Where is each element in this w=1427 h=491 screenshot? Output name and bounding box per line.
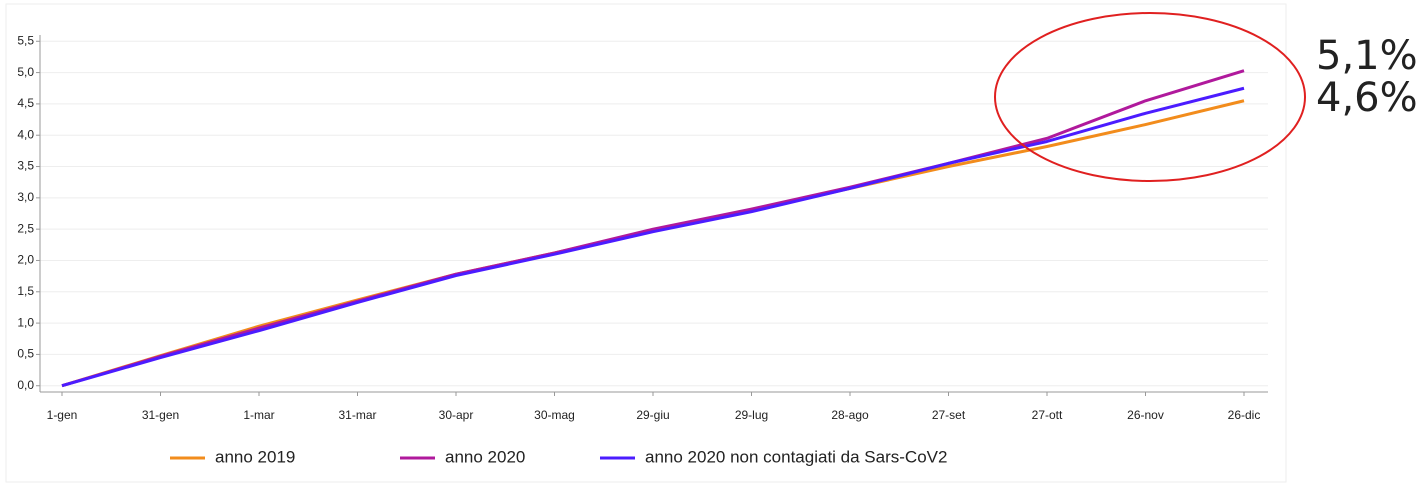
series-line	[61, 86, 1245, 388]
highlight-ellipse	[994, 12, 1306, 182]
y-tick-label: 1,0	[17, 315, 34, 329]
chart-frame	[5, 3, 1287, 483]
x-tick-label: 27-ott	[1032, 408, 1063, 422]
y-tick-label: 0,0	[17, 378, 34, 392]
legend-label: anno 2020	[445, 447, 525, 466]
y-tick-label: 3,5	[17, 159, 34, 173]
y-tick-label: 4,0	[17, 127, 34, 141]
annotation: 5,1%	[1316, 33, 1418, 79]
x-tick-label: 27-set	[932, 408, 966, 422]
legend-label: anno 2020 non contagiati da Sars-CoV2	[645, 447, 947, 466]
x-tick-label: 29-giu	[636, 408, 669, 422]
y-tick-label: 5,5	[17, 33, 34, 47]
x-tick-label: 31-mar	[338, 408, 376, 422]
x-tick-label: 1-mar	[243, 408, 274, 422]
y-tick-label: 3,0	[17, 190, 34, 204]
series-line	[61, 69, 1245, 388]
y-tick-label: 4,5	[17, 96, 34, 110]
x-tick-label: 26-dic	[1228, 408, 1261, 422]
annotation: 4,6%	[1316, 75, 1418, 121]
y-tick-label: 0,5	[17, 347, 34, 361]
y-tick-label: 1,5	[17, 284, 34, 298]
x-tick-label: 30-mag	[534, 408, 575, 422]
x-tick-label: 26-nov	[1127, 408, 1164, 422]
x-tick-label: 31-gen	[142, 408, 179, 422]
y-tick-label: 2,5	[17, 221, 34, 235]
series-line	[61, 99, 1245, 388]
x-tick-label: 1-gen	[47, 408, 78, 422]
y-tick-label: 5,0	[17, 65, 34, 79]
x-tick-label: 28-ago	[831, 408, 869, 422]
x-tick-label: 29-lug	[735, 408, 768, 422]
x-tick-label: 30-apr	[439, 408, 474, 422]
y-tick-label: 2,0	[17, 253, 34, 267]
legend-label: anno 2019	[215, 447, 295, 466]
